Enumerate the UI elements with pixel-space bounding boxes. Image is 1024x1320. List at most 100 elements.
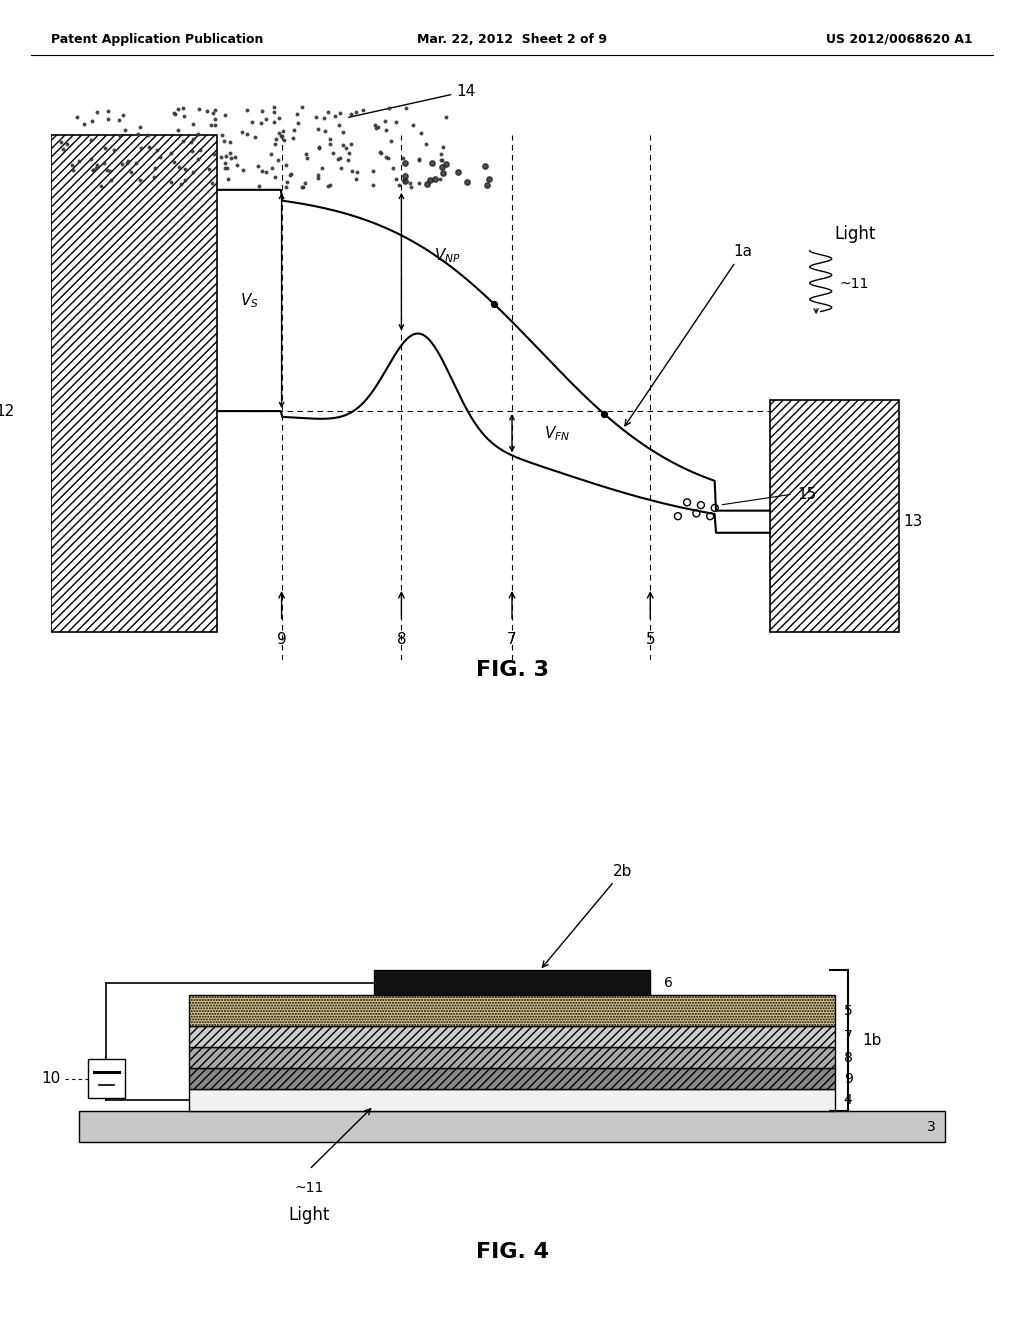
Text: $V_S$: $V_S$ — [240, 292, 259, 310]
Point — [130, 124, 146, 145]
Point — [236, 158, 252, 180]
Bar — [189, 1026, 835, 1047]
Point — [117, 120, 133, 141]
Point — [290, 112, 306, 133]
Point — [289, 103, 305, 124]
Point — [373, 143, 389, 164]
Point — [294, 176, 310, 197]
Point — [383, 131, 399, 152]
Point — [285, 128, 301, 149]
Point — [207, 114, 223, 135]
Point — [333, 157, 349, 178]
Text: Mar. 22, 2012  Sheet 2 of 9: Mar. 22, 2012 Sheet 2 of 9 — [417, 33, 607, 46]
Point — [693, 495, 710, 516]
Point — [391, 174, 408, 195]
Text: 2b: 2b — [543, 863, 632, 968]
Point — [88, 102, 104, 123]
Point — [219, 157, 236, 178]
Point — [71, 150, 87, 172]
Text: 5: 5 — [645, 632, 655, 647]
Point — [266, 102, 283, 123]
Point — [58, 133, 75, 154]
Point — [214, 124, 230, 145]
Point — [270, 150, 287, 172]
Point — [276, 129, 293, 150]
Point — [251, 176, 267, 197]
Point — [83, 148, 99, 169]
Point — [189, 124, 206, 145]
Point — [707, 498, 723, 519]
Point — [479, 174, 496, 195]
Text: 7: 7 — [844, 1030, 853, 1044]
Point — [254, 161, 270, 182]
Point — [175, 98, 191, 119]
Point — [152, 147, 168, 168]
Point — [88, 157, 104, 178]
Point — [266, 133, 283, 154]
Point — [294, 96, 310, 117]
Point — [271, 123, 288, 144]
Point — [279, 172, 295, 193]
Point — [434, 157, 451, 178]
Point — [274, 121, 291, 143]
Point — [310, 119, 327, 140]
Point — [69, 107, 85, 128]
Point — [206, 144, 222, 165]
Point — [437, 107, 454, 128]
Point — [413, 123, 429, 144]
Point — [177, 158, 194, 180]
Point — [365, 174, 381, 195]
Point — [177, 169, 194, 190]
Text: 13: 13 — [903, 515, 923, 529]
Point — [250, 154, 266, 176]
Point — [105, 139, 122, 160]
Point — [167, 104, 183, 125]
Point — [412, 149, 428, 170]
Point — [335, 135, 351, 156]
Point — [433, 149, 450, 170]
Point — [327, 106, 343, 127]
Point — [679, 492, 695, 513]
Point — [338, 137, 354, 158]
Point — [372, 141, 388, 162]
Point — [435, 162, 452, 183]
Point — [418, 133, 434, 154]
Point — [459, 172, 475, 193]
Point — [244, 112, 260, 133]
Point — [311, 136, 328, 157]
Text: 10: 10 — [41, 1071, 60, 1086]
Point — [63, 154, 80, 176]
Point — [83, 129, 99, 150]
Point — [348, 168, 365, 189]
Point — [298, 148, 314, 169]
Point — [182, 132, 199, 153]
Point — [335, 121, 351, 143]
Bar — [189, 1068, 835, 1089]
Point — [218, 145, 234, 166]
Point — [411, 173, 427, 194]
Point — [688, 503, 705, 524]
Point — [438, 153, 455, 174]
Point — [185, 128, 202, 149]
Point — [222, 148, 239, 169]
Text: 1b: 1b — [862, 1034, 882, 1048]
Point — [348, 161, 365, 182]
Point — [325, 143, 341, 164]
Point — [286, 119, 302, 140]
Point — [185, 161, 202, 182]
Point — [207, 108, 223, 129]
Point — [378, 147, 394, 168]
Text: FIG. 3: FIG. 3 — [475, 660, 549, 680]
Point — [53, 132, 70, 153]
Point — [396, 170, 413, 191]
Point — [145, 166, 162, 187]
Point — [173, 173, 189, 194]
Text: 15: 15 — [798, 487, 817, 502]
Point — [427, 168, 443, 189]
Point — [131, 116, 147, 137]
Point — [229, 154, 246, 176]
Point — [343, 103, 359, 124]
Point — [132, 137, 148, 158]
Text: Light: Light — [835, 226, 876, 243]
Text: 12: 12 — [0, 404, 14, 418]
